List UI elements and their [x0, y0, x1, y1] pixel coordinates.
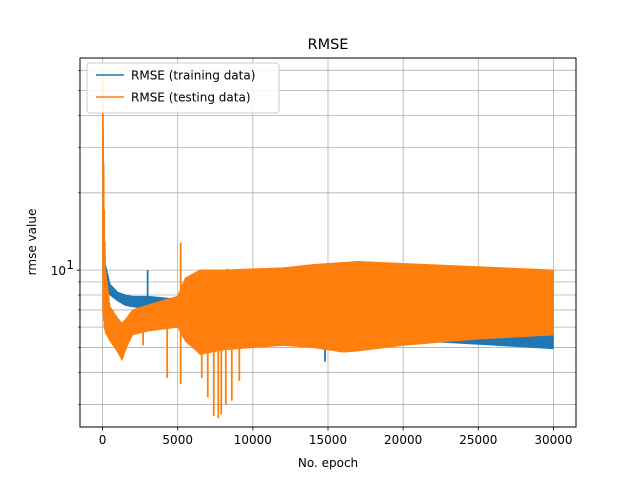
series-line	[101, 70, 555, 361]
legend-label-testing: RMSE (testing data)	[131, 91, 251, 105]
x-tick-label: 5000	[162, 433, 193, 447]
x-tick-label: 30000	[534, 433, 572, 447]
x-tick-label: 10000	[234, 433, 272, 447]
y-tick-label: 10	[51, 264, 66, 278]
x-tick-label: 20000	[384, 433, 422, 447]
y-axis-title: rmse value	[25, 209, 39, 276]
x-axis-title: No. epoch	[298, 456, 358, 470]
legend: RMSE (training data) RMSE (testing data)	[86, 62, 280, 114]
y-axis: 10 1	[51, 70, 80, 405]
x-axis: 0 5000 10000 15000 20000 25000 30000	[99, 427, 573, 447]
legend-box	[86, 62, 280, 114]
y-tick-label-exponent: 1	[66, 258, 74, 272]
series-testing	[101, 70, 555, 419]
series-layer	[101, 70, 555, 419]
x-tick-label: 0	[99, 433, 107, 447]
legend-label-training: RMSE (training data)	[131, 69, 255, 83]
x-tick-label: 15000	[309, 433, 347, 447]
x-tick-label: 25000	[459, 433, 497, 447]
chart-title: RMSE	[308, 37, 349, 53]
